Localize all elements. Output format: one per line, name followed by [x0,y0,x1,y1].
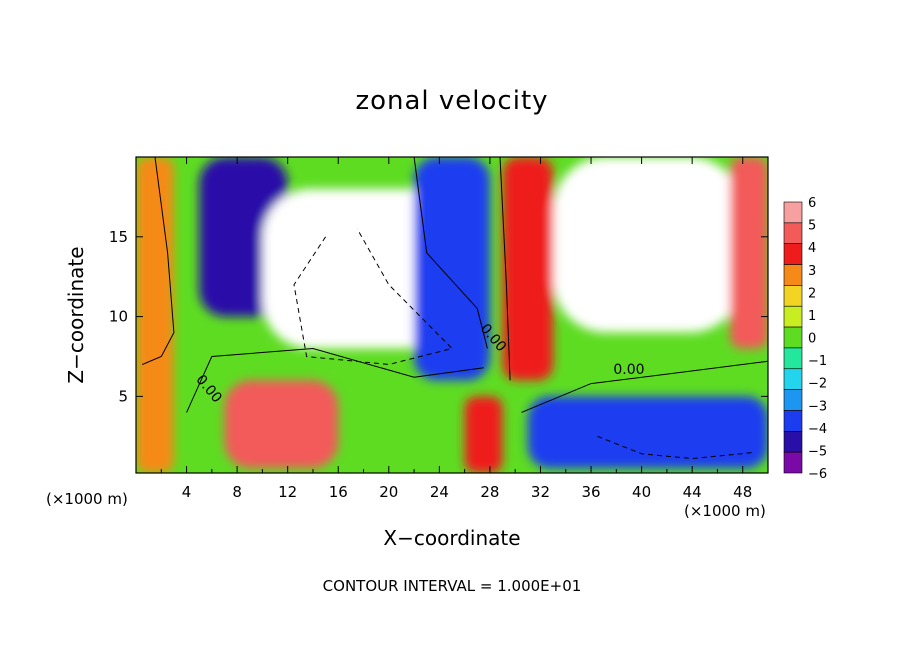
contour-interval-note: CONTOUR INTERVAL = 1.000E+01 [322,577,582,595]
field-region-central-positive-column [502,157,554,381]
velocity-field [136,157,768,473]
zero-contour-line [521,360,768,413]
x-tick-label: 32 [531,483,550,501]
x-unit-left: (×1000 m) [46,490,128,508]
colorbar-swatch [783,347,803,370]
field-region-lower-mid-positive-column [464,396,503,473]
colorbar-swatch [783,222,803,244]
colorbar-label: 3 [808,264,816,279]
x-tick-label: 12 [278,483,297,501]
colorbar-label: 4 [808,241,816,256]
y-tick-label: 15 [109,228,128,246]
colorbar-swatch [783,264,803,286]
colorbar-swatch [783,389,803,411]
colorbar-label: −6 [808,467,827,482]
field-region-lower-left-positive-patch [224,380,339,469]
colorbar-swatch [783,368,803,390]
x-tick-label: 28 [480,483,499,501]
zero-contour-line [499,157,511,381]
colorbar-label: −2 [808,377,827,392]
colorbar-label: 6 [808,196,816,211]
colorbar-label: 2 [808,286,816,301]
x-axis-label: X−coordinate [383,526,521,550]
chart-title: zonal velocity [355,86,549,116]
x-tick-label: 48 [733,483,752,501]
y-tick-label: 10 [109,308,128,326]
colorbar-label: −4 [808,422,827,437]
colorbar-swatch [783,431,803,453]
colorbar-swatch [783,451,803,474]
zero-contour-line [413,157,488,349]
x-tick-label: 16 [329,483,348,501]
zero-contour-line [186,347,484,413]
field-region-right-white-out-of-range [553,157,743,333]
colorbar-swatch [783,326,803,349]
y-tick-label: 5 [118,387,128,405]
x-tick-label: 36 [581,483,600,501]
x-tick-label: 44 [683,483,702,501]
y-axis-label: Z−coordinate [64,246,88,384]
field-region-central-negative-column [414,157,490,381]
field-region-lower-right-negative [527,396,768,469]
colorbar-label: 0 [808,332,816,347]
colorbar-label: −1 [808,354,827,369]
colorbar-swatch [783,243,803,265]
colorbar-label: −3 [808,399,827,414]
colorbar-label: 5 [808,219,816,234]
colorbar-label: 1 [808,309,816,324]
x-tick-label: 20 [379,483,398,501]
field-region-right-boundary-positive [730,157,768,349]
x-unit-right: (×1000 m) [684,502,766,520]
contour-label: 0.00 [613,362,644,378]
colorbar: 6 5 4 3 2 1 0 −1 −2 −3 −4 −5 −6 [783,196,827,482]
y-axis: 5 10 15 [109,228,768,405]
x-axis: 4 8 12 16 20 24 28 32 36 40 44 48 [160,157,752,501]
negative-contour-line [293,228,453,366]
plot-frame [135,156,769,474]
x-tick-label: 8 [232,483,242,501]
field-region-left-boundary-positive [136,157,174,473]
negative-contour-line [597,435,756,460]
x-tick-label: 24 [430,483,449,501]
colorbar-swatch [783,410,803,432]
x-tick-label: 4 [182,483,192,501]
x-tick-label: 40 [632,483,651,501]
colorbar-swatch [783,201,803,224]
colorbar-label: −5 [808,444,827,459]
zero-contour-line [142,157,175,365]
colorbar-swatch [783,305,803,328]
colorbar-swatch [783,285,803,307]
